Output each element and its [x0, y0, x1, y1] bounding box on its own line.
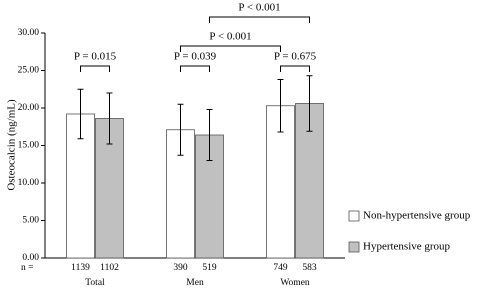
significance-bracket	[209, 16, 310, 23]
significance-bracket	[180, 65, 210, 72]
n-count: 1102	[100, 263, 119, 273]
y-axis-label: Osteocalcin (ng/mL)	[6, 99, 18, 191]
p-value: P = 0.675	[274, 51, 317, 63]
p-value: P = 0.015	[74, 51, 117, 63]
n-count: 390	[173, 263, 188, 273]
p-value: P < 0.001	[238, 2, 280, 14]
y-tick-label: 0.00	[22, 253, 39, 263]
legend-swatch	[348, 210, 360, 222]
x-tick-label: Men	[186, 278, 204, 288]
n-label: n =	[21, 263, 33, 273]
y-tick-label: 5.00	[22, 216, 39, 226]
x-tick-label: Total	[85, 278, 105, 288]
p-value: P = 0.039	[174, 51, 217, 63]
legend-swatch	[348, 241, 360, 253]
significance-bracket	[280, 65, 310, 72]
y-tick-label: 30.00	[18, 28, 40, 38]
y-tick-label: 25.00	[18, 66, 40, 76]
significance-bracket	[180, 45, 281, 52]
p-value: P < 0.001	[209, 31, 251, 43]
n-count: 583	[302, 263, 317, 273]
legend-label: Hypertensive group	[363, 241, 451, 253]
significance-bracket	[80, 65, 110, 72]
n-count: 749	[273, 263, 288, 273]
legend-label: Non-hypertensive group	[363, 210, 471, 222]
y-tick-label: 10.00	[18, 178, 40, 188]
n-count: 1139	[71, 263, 90, 273]
y-tick-label: 20.00	[18, 103, 40, 113]
x-tick-label: Women	[280, 278, 310, 288]
y-tick-label: 15.00	[18, 141, 40, 151]
n-count: 519	[202, 263, 217, 273]
